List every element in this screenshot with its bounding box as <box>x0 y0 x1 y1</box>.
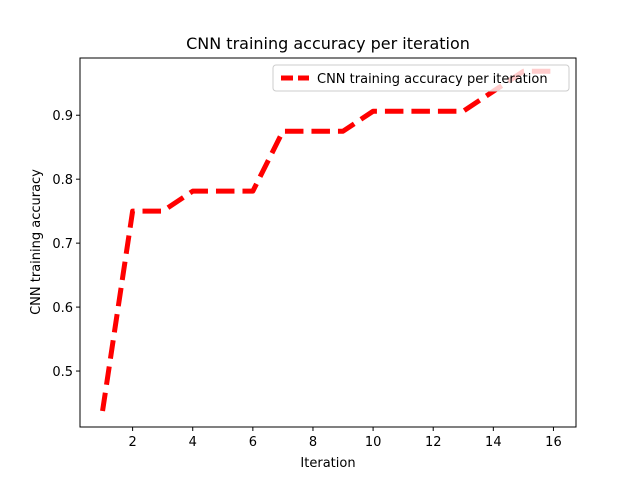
y-tick-label: 0.8 <box>52 173 73 188</box>
x-axis-title: Iteration <box>300 456 355 471</box>
series-line-0 <box>100 68 554 412</box>
y-tick-label: 0.5 <box>52 365 73 380</box>
y-tick-label: 0.7 <box>52 237 73 252</box>
x-tick-label: 10 <box>365 435 382 450</box>
x-tick-label: 12 <box>425 435 442 450</box>
y-axis-title: CNN training accuracy <box>29 169 44 315</box>
y-tick-label: 0.9 <box>52 109 73 124</box>
x-tick-label: 16 <box>545 435 562 450</box>
legend: CNN training accuracy per iteration <box>272 64 570 92</box>
axes-frame <box>79 57 577 428</box>
x-tick-label: 6 <box>249 435 257 450</box>
legend-box <box>272 64 570 92</box>
legend-label-0: CNN training accuracy per iteration <box>317 72 548 87</box>
x-tick-label: 2 <box>128 435 136 450</box>
y-tick-label: 0.6 <box>52 301 73 316</box>
axes: 2 4 6 8 10 12 14 16 0.5 0.6 0.7 0.8 0.9 <box>52 57 577 450</box>
x-tick-label: 8 <box>309 435 317 450</box>
x-tick-label: 14 <box>485 435 502 450</box>
x-tick-label: 4 <box>189 435 197 450</box>
plot-area <box>100 68 554 412</box>
chart-title: CNN training accuracy per iteration <box>186 34 470 53</box>
